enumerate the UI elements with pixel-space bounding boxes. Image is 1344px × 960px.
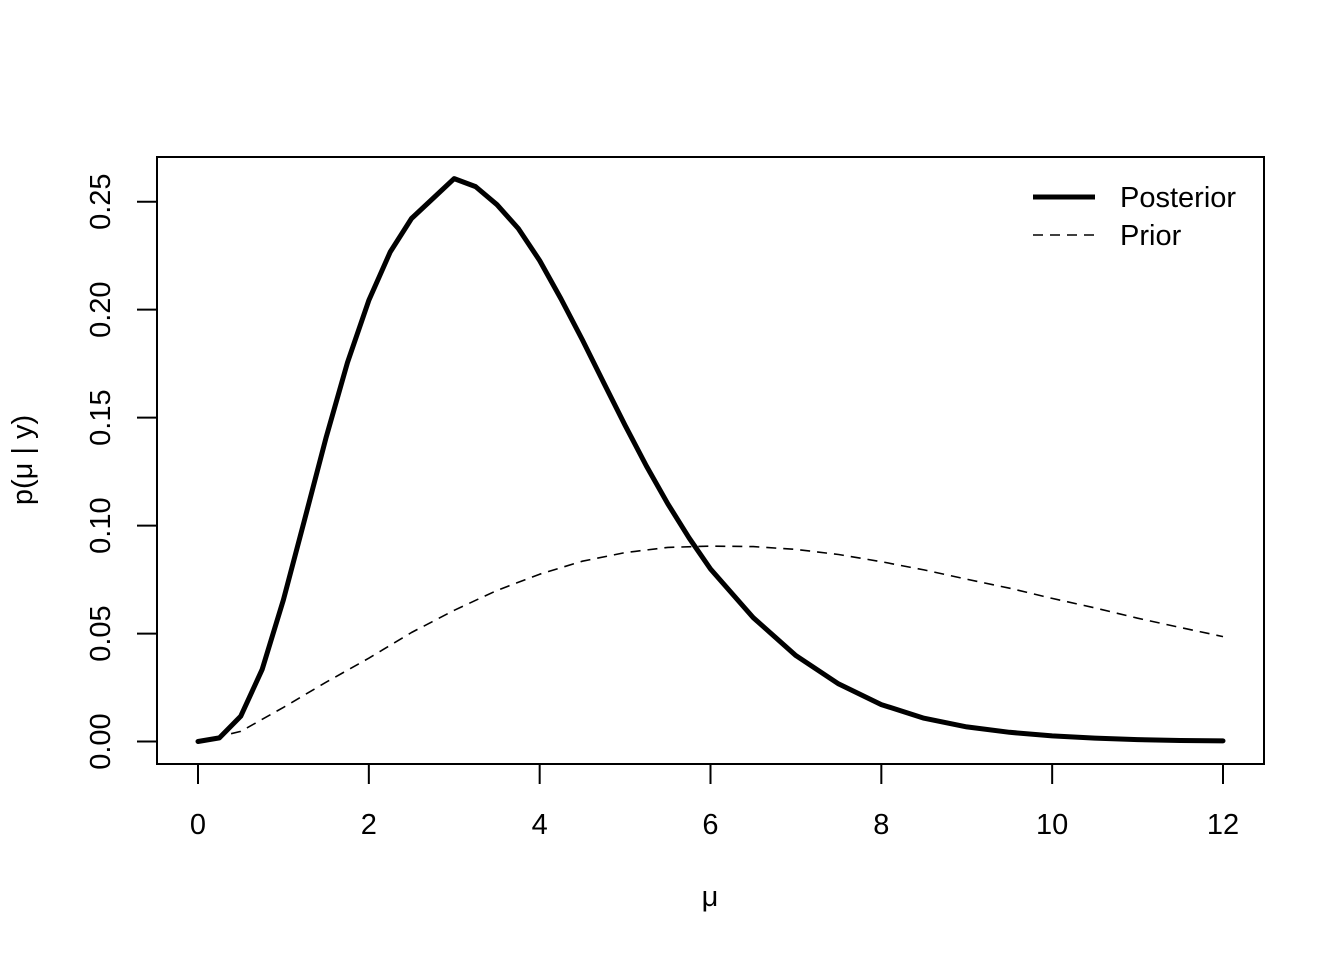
x-tick-label: 12 xyxy=(1207,809,1239,841)
x-axis: 0 2 4 6 8 10 12 xyxy=(190,763,1239,841)
x-axis-label: μ xyxy=(702,881,719,913)
series-layer xyxy=(195,176,1226,744)
y-tick-label: 0.00 xyxy=(85,713,117,769)
y-tick-label: 0.15 xyxy=(85,389,117,445)
series-prior-line xyxy=(197,545,1224,743)
y-tick-label: 0.25 xyxy=(85,173,117,229)
y-tick-label: 0.05 xyxy=(85,605,117,661)
x-tick-label: 8 xyxy=(873,809,889,841)
legend-label-posterior: Posterior xyxy=(1120,182,1236,214)
y-axis: 0.00 0.05 0.10 0.15 0.20 0.25 xyxy=(85,173,158,770)
x-tick-label: 0 xyxy=(190,809,206,841)
legend: Posterior Prior xyxy=(1033,182,1236,252)
legend-label-prior: Prior xyxy=(1120,220,1182,252)
x-tick-label: 4 xyxy=(532,809,548,841)
y-tick-label: 0.10 xyxy=(85,497,117,553)
series-posterior-line xyxy=(195,176,1226,744)
y-tick-label: 0.20 xyxy=(85,281,117,337)
x-tick-label: 10 xyxy=(1036,809,1068,841)
x-tick-label: 6 xyxy=(702,809,718,841)
y-axis-label: p(μ | y) xyxy=(7,415,39,505)
x-tick-label: 2 xyxy=(361,809,377,841)
